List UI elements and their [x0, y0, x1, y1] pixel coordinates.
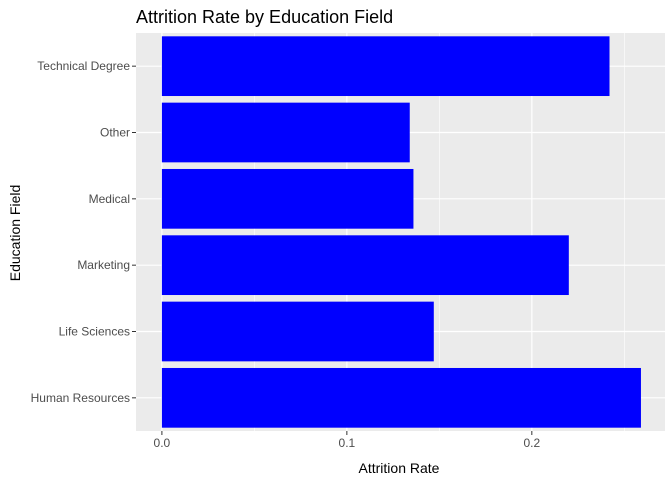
- y-tick-label: Life Sciences: [59, 325, 130, 339]
- y-tick-label: Human Resources: [31, 391, 130, 405]
- y-tick-label: Other: [100, 126, 130, 140]
- x-tick-label: 0.2: [523, 436, 540, 450]
- plot-panel: [136, 33, 665, 431]
- x-axis-title: Attrition Rate: [359, 460, 440, 476]
- chart-title: Attrition Rate by Education Field: [136, 7, 393, 27]
- y-tick-label: Marketing: [77, 258, 130, 272]
- y-axis-title: Education Field: [7, 185, 23, 282]
- bar-marketing: [162, 235, 569, 295]
- bar-technical-degree: [162, 36, 610, 96]
- bar-medical: [162, 169, 414, 229]
- bar-other: [162, 103, 410, 163]
- x-tick-label: 0.0: [154, 436, 171, 450]
- bar-life-sciences: [162, 302, 434, 362]
- x-tick-label: 0.1: [339, 436, 356, 450]
- y-tick-label: Medical: [89, 192, 130, 206]
- bar-human-resources: [162, 368, 641, 428]
- y-tick-label: Technical Degree: [37, 59, 130, 73]
